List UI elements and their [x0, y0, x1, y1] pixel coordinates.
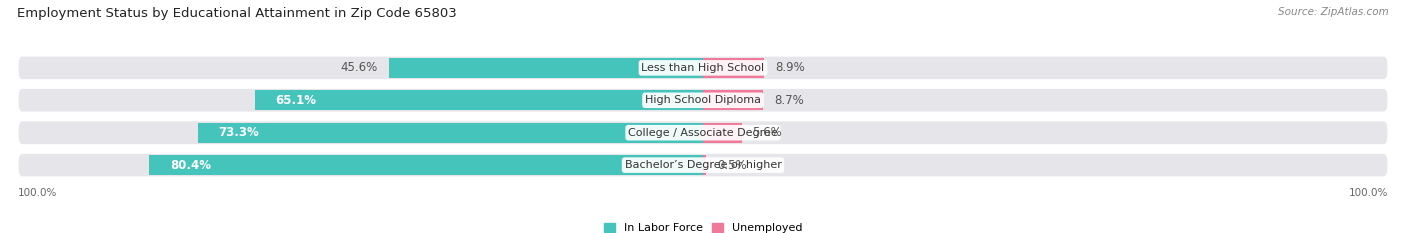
Text: 8.7%: 8.7%: [773, 94, 804, 107]
Bar: [198, 123, 703, 143]
Text: Less than High School: Less than High School: [641, 63, 765, 73]
FancyBboxPatch shape: [18, 121, 1388, 144]
Text: Source: ZipAtlas.com: Source: ZipAtlas.com: [1278, 7, 1389, 17]
Text: 8.9%: 8.9%: [775, 61, 806, 74]
Text: 73.3%: 73.3%: [219, 126, 260, 139]
Text: 65.1%: 65.1%: [276, 94, 316, 107]
Text: High School Diploma: High School Diploma: [645, 95, 761, 105]
Bar: [703, 123, 741, 143]
Bar: [703, 155, 706, 175]
Text: College / Associate Degree: College / Associate Degree: [628, 128, 778, 138]
Bar: [703, 58, 765, 78]
Bar: [254, 90, 703, 110]
Bar: [149, 155, 703, 175]
FancyBboxPatch shape: [18, 154, 1388, 177]
Text: 5.6%: 5.6%: [752, 126, 782, 139]
Text: Bachelor’s Degree or higher: Bachelor’s Degree or higher: [624, 160, 782, 170]
Text: 0.5%: 0.5%: [717, 159, 747, 172]
Legend: In Labor Force, Unemployed: In Labor Force, Unemployed: [603, 223, 803, 233]
FancyBboxPatch shape: [18, 56, 1388, 79]
Text: 100.0%: 100.0%: [1348, 188, 1388, 199]
Text: 80.4%: 80.4%: [170, 159, 211, 172]
Text: 100.0%: 100.0%: [18, 188, 58, 199]
FancyBboxPatch shape: [18, 89, 1388, 112]
Bar: [703, 90, 763, 110]
Bar: [389, 58, 703, 78]
Text: Employment Status by Educational Attainment in Zip Code 65803: Employment Status by Educational Attainm…: [17, 7, 457, 20]
Text: 45.6%: 45.6%: [340, 61, 378, 74]
